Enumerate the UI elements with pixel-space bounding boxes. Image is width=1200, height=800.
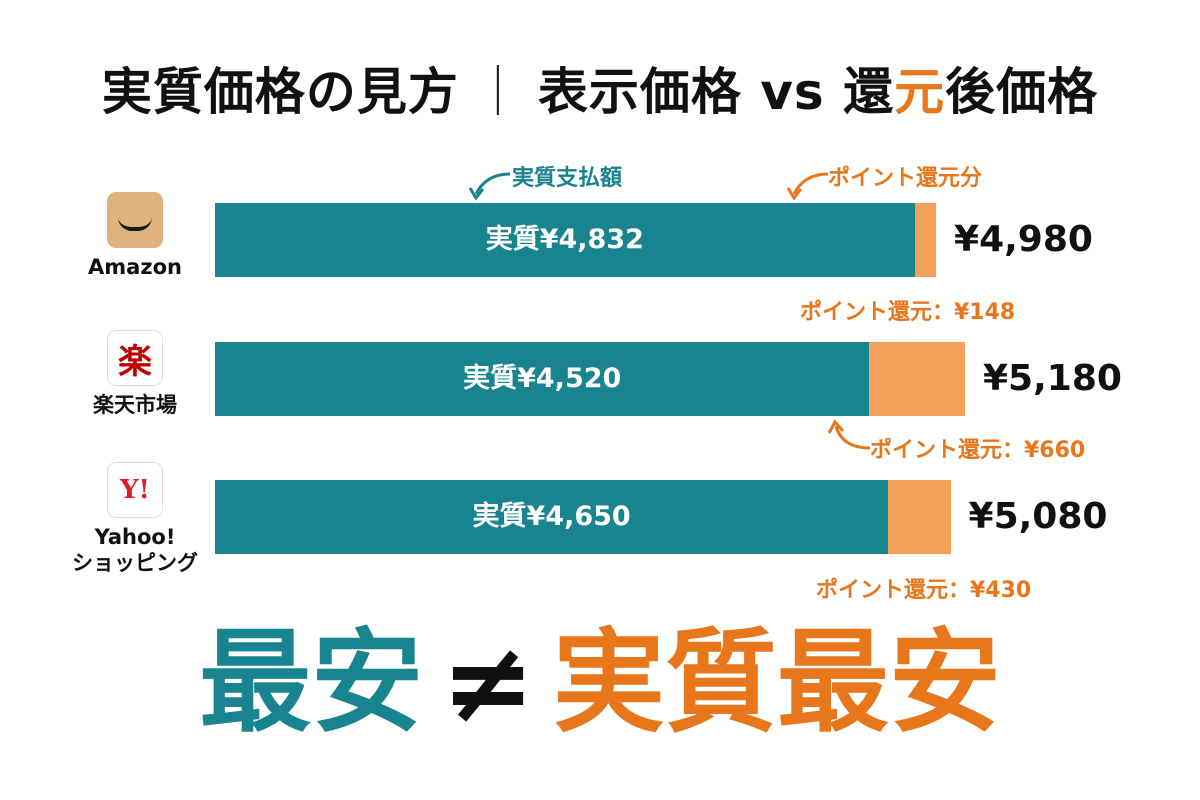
legend-actual-arrow-icon [468, 172, 511, 201]
legend-points-label: ポイント還元分 [828, 166, 983, 191]
slogan-right: 実質最安 [552, 618, 1001, 748]
bar-actual [215, 203, 915, 277]
not-equal-icon: ≠ [441, 618, 535, 748]
store-rakuten: 楽 楽天市場 [60, 330, 210, 418]
bar-label: 実質¥4,650 [472, 501, 631, 532]
bar-row-rakuten: 実質¥4,520 [215, 342, 965, 416]
bar-points [914, 203, 937, 277]
title-part-1: 実質価格の見方 [101, 63, 459, 121]
bar-row-yahoo: 実質¥4,650 [215, 480, 951, 554]
slogan: 最安 ≠ 実質最安 [0, 618, 1200, 748]
store-amazon: Amazon [60, 192, 210, 280]
legend-points-arrow-icon [786, 172, 829, 201]
bar-row-amazon: 実質¥4,832 [215, 203, 937, 277]
page-title: 実質価格の見方｜表示価格 vs 還元後価格 [0, 52, 1200, 124]
point-label: ポイント還元：¥430 [816, 578, 1032, 603]
legend-actual-label: 実質支払額 [512, 166, 623, 191]
point-label: ポイント還元：¥660 [870, 438, 1086, 463]
bar-actual [215, 342, 870, 416]
point-arrow-icon [827, 419, 871, 450]
slogan-left: 最安 [199, 618, 424, 748]
store-name: 楽天市場 [93, 393, 177, 417]
store-yahoo: Y! Yahoo! ショッピング [60, 462, 210, 576]
bar-actual [215, 480, 889, 554]
total-price-label: ¥5,180 [983, 358, 1122, 399]
bar-label: 実質¥4,520 [463, 363, 622, 394]
title-highlight: 元 [894, 63, 946, 121]
store-name: Yahoo! ショッピング [72, 525, 198, 575]
rakuten-logo-icon: 楽 [107, 330, 163, 386]
total-price-label: ¥4,980 [954, 219, 1093, 260]
title-part-3: 後価格 [945, 63, 1099, 121]
yahoo-logo-icon: Y! [107, 462, 163, 518]
amazon-logo-icon [107, 192, 163, 248]
title-part-2: 表示価格 vs 還 [537, 63, 895, 121]
bar-points [888, 480, 951, 554]
store-name: Amazon [88, 255, 182, 279]
bar-points [869, 342, 965, 416]
total-price-label: ¥5,080 [968, 496, 1108, 537]
title-separator: ｜ [472, 63, 524, 121]
bar-label: 実質¥4,832 [485, 224, 644, 255]
point-label: ポイント還元：¥148 [800, 300, 1016, 325]
